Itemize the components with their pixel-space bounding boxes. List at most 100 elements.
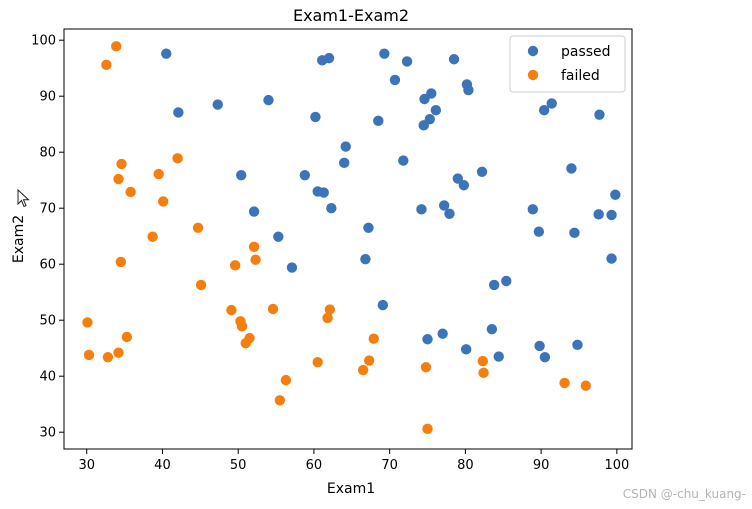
chart-title: Exam1-Exam2 <box>293 6 409 25</box>
passed-point <box>379 48 390 59</box>
passed-point <box>161 48 172 59</box>
watermark: CSDN @-chu_kuang- <box>622 487 746 501</box>
passed-point <box>430 105 442 116</box>
legend: passed failed <box>509 35 626 93</box>
passed-point <box>401 56 413 67</box>
x-tick-label: 80 <box>457 458 474 473</box>
failed-point <box>420 362 432 373</box>
passed-point <box>373 115 384 127</box>
y-axis: 30 40 50 60 70 80 90 100 <box>31 34 64 441</box>
passed-point <box>594 109 605 120</box>
passed-point <box>448 54 460 65</box>
passed-point <box>572 339 583 351</box>
passed-point <box>263 94 274 106</box>
failed-point <box>113 173 124 185</box>
failed-point <box>82 317 93 328</box>
x-tick-label: 70 <box>381 458 398 473</box>
x-tick-label: 90 <box>533 458 550 473</box>
x-axis-label: Exam1 <box>327 481 375 497</box>
data-points <box>82 41 621 435</box>
failed-point <box>226 304 237 316</box>
passed-point <box>610 189 621 200</box>
passed-point <box>422 334 433 345</box>
failed-point <box>312 357 323 368</box>
passed-point <box>527 204 538 215</box>
x-tick-label: 40 <box>154 458 171 473</box>
legend-box <box>509 35 626 93</box>
failed-point <box>195 279 207 291</box>
passed-point <box>606 253 617 264</box>
y-tick-label: 30 <box>39 426 56 441</box>
y-tick-label: 80 <box>39 146 56 161</box>
y-tick-label: 100 <box>31 34 56 49</box>
passed-point <box>426 88 437 99</box>
passed-point <box>340 141 351 152</box>
passed-point <box>173 107 184 118</box>
failed-point <box>147 231 158 242</box>
failed-point <box>357 364 369 376</box>
mouse-cursor-icon <box>17 188 31 213</box>
failed-point <box>267 303 279 315</box>
failed-point <box>274 395 286 406</box>
failed-point <box>580 380 592 391</box>
legend-label-failed: failed <box>561 68 600 84</box>
failed-point <box>324 304 336 315</box>
passed-point <box>452 173 464 184</box>
failed-point <box>229 260 241 271</box>
passed-point <box>501 275 512 287</box>
passed-point <box>318 187 329 198</box>
passed-point <box>463 84 474 96</box>
x-tick-label: 100 <box>604 458 629 473</box>
passed-point <box>539 351 551 363</box>
passed-point <box>363 222 374 233</box>
failed-point <box>192 222 204 233</box>
failed-point <box>248 241 260 253</box>
failed-point <box>559 377 570 389</box>
failed-point <box>236 321 248 332</box>
legend-marker-failed <box>527 69 539 81</box>
failed-point <box>478 367 489 379</box>
y-tick-label: 50 <box>39 314 56 329</box>
passed-point <box>286 262 298 273</box>
x-tick-label: 60 <box>306 458 323 473</box>
passed-point <box>416 204 427 215</box>
failed-point <box>111 41 122 52</box>
failed-point <box>101 59 112 71</box>
failed-point <box>121 331 133 343</box>
passed-point <box>460 344 472 355</box>
passed-point <box>444 208 455 219</box>
failed-point <box>153 168 164 180</box>
passed-point <box>299 169 311 181</box>
passed-point <box>566 163 577 174</box>
failed-point <box>158 196 169 207</box>
x-axis: 30 40 50 60 70 80 90 100 <box>78 449 629 473</box>
failed-point <box>250 254 261 265</box>
failed-point <box>368 333 379 344</box>
passed-point <box>310 111 321 123</box>
passed-point <box>606 209 617 221</box>
passed-point <box>569 227 580 239</box>
passed-point <box>273 231 284 242</box>
failed-point <box>116 158 127 170</box>
failed-point <box>244 332 255 344</box>
failed-point <box>125 186 136 198</box>
passed-point <box>339 157 350 169</box>
legend-label-passed: passed <box>561 44 611 60</box>
x-tick-label: 30 <box>78 458 95 473</box>
passed-point <box>437 328 448 339</box>
passed-point <box>424 113 435 125</box>
passed-point <box>236 169 247 181</box>
passed-point <box>488 279 500 291</box>
passed-point <box>212 99 223 110</box>
y-tick-label: 40 <box>39 370 56 385</box>
failed-point <box>322 312 333 324</box>
passed-point <box>458 180 470 191</box>
passed-point <box>593 209 604 220</box>
y-axis-label: Exam2 <box>11 215 27 263</box>
failed-point <box>422 423 433 435</box>
passed-point <box>248 206 260 217</box>
passed-point <box>486 323 498 335</box>
failed-point <box>83 349 95 361</box>
legend-marker-passed <box>527 45 539 57</box>
